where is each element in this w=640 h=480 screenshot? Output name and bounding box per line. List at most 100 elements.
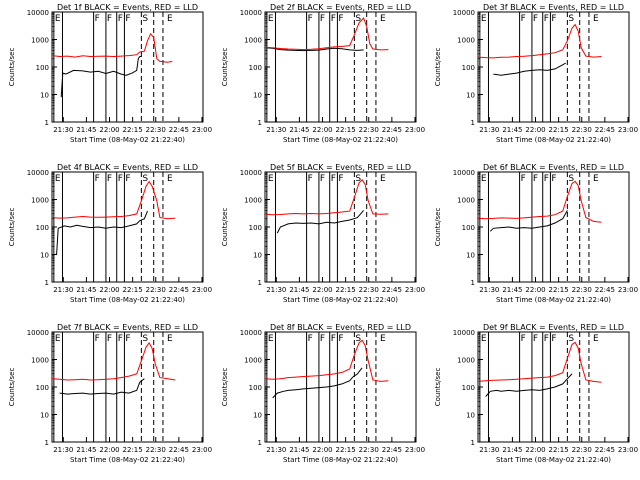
y-tick-label: 1000 xyxy=(31,197,49,205)
marker-letter: E xyxy=(380,334,386,344)
x-tick-label: 22:00 xyxy=(99,286,119,294)
y-tick-label: 100 xyxy=(36,224,49,232)
y-tick-label: 10 xyxy=(253,92,262,100)
marker-letter: F xyxy=(338,174,343,184)
y-tick-label: 1000 xyxy=(457,197,475,205)
marker-letter: F xyxy=(544,334,549,344)
y-tick-label: 1 xyxy=(471,279,475,287)
marker-letter: E xyxy=(481,334,487,344)
marker-letter: F xyxy=(533,174,538,184)
marker-letter: F xyxy=(338,14,343,24)
x-tick-label: 21:30 xyxy=(479,126,499,134)
y-axis-label: Counts/sec xyxy=(8,48,16,87)
x-tick-label: 22:15 xyxy=(123,446,143,454)
panel-title: Det 5f BLACK = Events, RED = LLD xyxy=(270,163,411,172)
y-tick-label: 100 xyxy=(462,64,475,72)
x-tick-label: 22:15 xyxy=(549,446,569,454)
marker-letter: F xyxy=(107,334,112,344)
series-line-lld xyxy=(477,23,602,59)
y-tick-label: 100 xyxy=(36,384,49,392)
panel-title: Det 9f BLACK = Events, RED = LLD xyxy=(483,323,624,332)
marker-letter: F xyxy=(118,14,123,24)
y-axis-label: Counts/sec xyxy=(221,208,229,247)
marker-letter: E xyxy=(380,14,386,24)
y-axis-label: Counts/sec xyxy=(221,48,229,87)
marker-letter: F xyxy=(331,14,336,24)
marker-letter: E xyxy=(593,174,599,184)
x-tick-label: 22:00 xyxy=(312,126,332,134)
marker-letter: F xyxy=(331,174,336,184)
series-line-lld xyxy=(477,341,602,383)
series-line-events xyxy=(264,47,364,52)
marker-letter: E xyxy=(593,14,599,24)
marker-letter: E xyxy=(167,14,173,24)
panel-title: Det 4f BLACK = Events, RED = LLD xyxy=(57,163,198,172)
panel-title: Det 8f BLACK = Events, RED = LLD xyxy=(270,323,411,332)
panel-title: Det 3f BLACK = Events, RED = LLD xyxy=(483,3,624,12)
x-tick-label: 22:00 xyxy=(99,126,119,134)
marker-letter: F xyxy=(125,174,130,184)
x-tick-label: 22:45 xyxy=(382,126,402,134)
x-tick-label: 23:00 xyxy=(192,286,212,294)
x-tick-label: 22:45 xyxy=(382,446,402,454)
marker-letter: E xyxy=(593,334,599,344)
marker-letter: S xyxy=(568,14,574,24)
x-tick-label: 22:45 xyxy=(595,446,615,454)
x-tick-label: 22:30 xyxy=(146,126,166,134)
marker-letter: E xyxy=(481,14,487,24)
marker-letter: E xyxy=(268,174,274,184)
marker-letter: S xyxy=(142,174,148,184)
panel-det-3: Det 3f BLACK = Events, RED = LLD 1 10 100 10… xyxy=(434,3,638,144)
marker-letter: F xyxy=(551,334,556,344)
y-tick-label: 100 xyxy=(249,224,262,232)
y-tick-label: 1 xyxy=(258,439,262,447)
x-tick-label: 21:45 xyxy=(289,446,309,454)
y-tick-label: 1000 xyxy=(244,37,262,45)
marker-letter: F xyxy=(125,334,130,344)
x-tick-label: 22:00 xyxy=(525,126,545,134)
y-tick-label: 1000 xyxy=(457,37,475,45)
x-tick-label: 23:00 xyxy=(192,446,212,454)
series-line-events xyxy=(493,62,567,76)
panel-det-9: Det 9f BLACK = Events, RED = LLD 1 10 100 10… xyxy=(434,323,638,464)
series-line-lld xyxy=(51,33,173,63)
marker-letter: F xyxy=(95,14,100,24)
x-tick-label: 23:00 xyxy=(618,286,638,294)
x-tick-label: 22:30 xyxy=(572,446,592,454)
x-tick-label: 21:30 xyxy=(266,286,286,294)
marker-letter: F xyxy=(338,334,343,344)
y-tick-label: 10000 xyxy=(453,329,475,337)
x-tick-label: 22:30 xyxy=(146,446,166,454)
marker-letter: E xyxy=(268,334,274,344)
y-axis-label: Counts/sec xyxy=(434,208,442,247)
panel-title: Det 2f BLACK = Events, RED = LLD xyxy=(270,3,411,12)
x-tick-label: 22:15 xyxy=(123,126,143,134)
x-tick-label: 21:30 xyxy=(53,286,73,294)
marker-letter: S xyxy=(142,14,148,24)
marker-letter: F xyxy=(107,14,112,24)
panel-det-8: Det 8f BLACK = Events, RED = LLD 1 10 100 10… xyxy=(221,323,425,464)
x-axis-label: Start Time (08-May-02 21:22:40) xyxy=(496,456,611,464)
x-tick-label: 21:30 xyxy=(479,286,499,294)
y-tick-label: 10000 xyxy=(27,169,49,177)
marker-letter: F xyxy=(125,14,130,24)
y-tick-label: 10 xyxy=(253,412,262,420)
y-tick-label: 10 xyxy=(466,92,475,100)
y-tick-label: 1 xyxy=(45,439,49,447)
x-tick-label: 22:15 xyxy=(549,126,569,134)
y-axis-label: Counts/sec xyxy=(434,368,442,407)
x-tick-label: 21:45 xyxy=(502,446,522,454)
x-tick-label: 22:30 xyxy=(572,286,592,294)
x-axis-label: Start Time (08-May-02 21:22:40) xyxy=(496,136,611,144)
marker-letter: F xyxy=(308,174,313,184)
marker-letter: E xyxy=(268,14,274,24)
marker-letter: F xyxy=(308,14,313,24)
x-tick-label: 22:45 xyxy=(382,286,402,294)
x-tick-label: 22:15 xyxy=(336,286,356,294)
y-tick-label: 1 xyxy=(471,439,475,447)
x-tick-label: 23:00 xyxy=(405,126,425,134)
marker-letter: F xyxy=(95,334,100,344)
x-tick-label: 21:30 xyxy=(53,446,73,454)
